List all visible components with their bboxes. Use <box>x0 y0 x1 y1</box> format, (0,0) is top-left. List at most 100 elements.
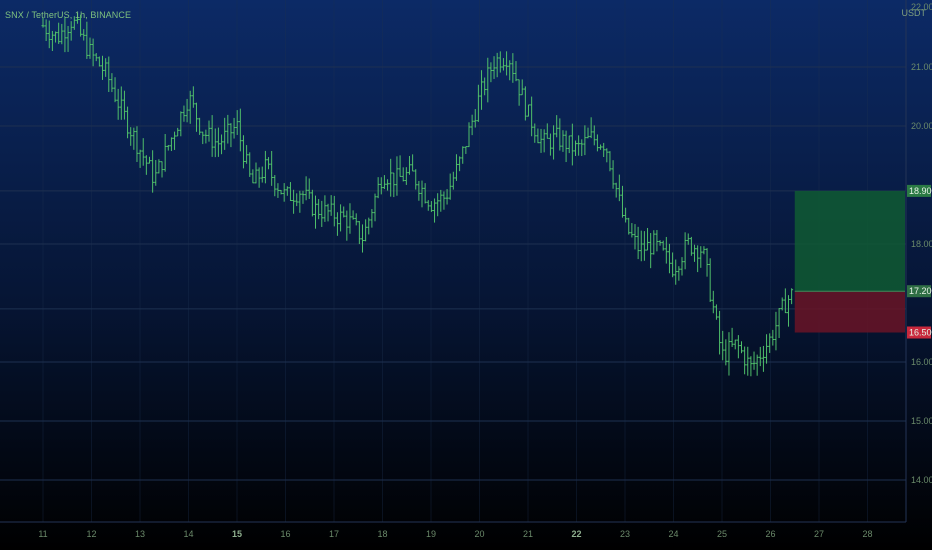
ohlc-bar <box>342 206 346 218</box>
ohlc-bar <box>733 339 737 350</box>
ohlc-bar <box>63 17 67 53</box>
ohlc-bar <box>661 240 665 251</box>
ohlc-bar <box>583 125 587 156</box>
ohlc-bar <box>154 160 158 186</box>
ohlc-bar <box>370 209 374 228</box>
ohlc-bar <box>429 201 433 213</box>
ohlc-bar <box>617 174 621 202</box>
time-axis-label: 27 <box>814 529 824 539</box>
ohlc-bar <box>119 86 123 120</box>
ohlc-bar <box>527 104 531 117</box>
ohlc-bar <box>570 123 574 166</box>
ohlc-bar <box>169 137 173 152</box>
ohlc-bar <box>101 55 105 80</box>
ohlc-bar <box>179 111 183 137</box>
ohlc-bar <box>213 128 217 158</box>
ohlc-bar <box>564 130 568 163</box>
ohlc-bar <box>226 114 230 144</box>
ohlc-bar <box>94 53 98 62</box>
time-axis[interactable]: 11 12 13 14 15 16 17 18 19 20 21 22 23 24 25 26 27 28 <box>38 529 872 539</box>
ohlc-bar <box>151 150 155 193</box>
ohlc-bar <box>498 51 502 73</box>
ohlc-bar <box>110 73 114 93</box>
ohlc-bar <box>326 203 330 222</box>
target-price-tag: 18.900 <box>907 184 932 197</box>
time-axis-label: 15 <box>232 529 242 539</box>
ohlc-bar <box>730 327 734 347</box>
ohlc-bar <box>401 167 405 182</box>
ohlc-bar <box>323 195 327 222</box>
ohlc-bar <box>364 219 368 242</box>
ohlc-bars <box>41 12 794 377</box>
ohlc-bar <box>702 246 706 255</box>
ohlc-bar <box>263 150 267 184</box>
ohlc-bar <box>194 102 198 132</box>
ohlc-bar <box>235 110 239 135</box>
ohlc-bar <box>608 151 612 172</box>
ohlc-bar <box>495 52 499 78</box>
stop-loss-zone[interactable] <box>794 291 905 333</box>
ohlc-bar <box>436 193 440 217</box>
ohlc-bar <box>229 123 233 148</box>
ohlc-bar <box>238 108 242 152</box>
ohlc-bar <box>138 149 142 168</box>
ohlc-bar <box>185 98 189 123</box>
ohlc-bar <box>505 51 509 76</box>
ohlc-bar <box>79 14 83 37</box>
ohlc-bar <box>276 183 280 198</box>
symbol-title[interactable]: SNX / TetherUS, 1h, BINANCE <box>5 10 132 20</box>
ohlc-bar <box>658 240 662 246</box>
ohlc-bar <box>620 185 624 218</box>
price-axis-label: 20.000 <box>911 121 932 131</box>
ohlc-bar <box>188 90 192 124</box>
ohlc-bar <box>423 183 427 204</box>
ohlc-bar <box>97 56 101 67</box>
ohlc-bar <box>395 156 399 196</box>
ohlc-bar <box>113 77 117 103</box>
ohlc-bar <box>176 127 180 137</box>
ohlc-bar <box>160 161 164 178</box>
ohlc-bar <box>41 17 45 28</box>
price-axis-label: 22.000 <box>911 2 932 12</box>
ohlc-bar <box>351 210 355 220</box>
ohlc-bar <box>602 142 606 157</box>
ohlc-bar <box>207 120 211 142</box>
price-axis[interactable]: 14.000 15.000 16.000 18.000 20.000 21.000 22.0… <box>911 2 932 485</box>
ohlc-bar <box>398 155 402 177</box>
ohlc-bar <box>639 230 643 262</box>
ohlc-bar <box>310 189 314 217</box>
ohlc-bar <box>780 297 784 311</box>
stop-price-tag: 16.500 <box>907 326 932 339</box>
ohlc-bar <box>47 20 51 49</box>
ohlc-bar <box>548 133 552 156</box>
ohlc-bar <box>523 86 527 121</box>
ohlc-bar <box>727 332 731 376</box>
ohlc-bar <box>135 126 139 162</box>
ohlc-bar <box>132 127 136 150</box>
ohlc-bar <box>257 167 261 188</box>
ohlc-bar <box>407 156 411 175</box>
ohlc-bar <box>426 200 430 211</box>
ohlc-bar <box>379 177 383 195</box>
ohlc-bar <box>295 193 299 207</box>
ohlc-bar <box>116 88 120 120</box>
price-axis-label: 14.000 <box>911 475 932 485</box>
entry-price-tag-label: 17.200 <box>909 286 932 296</box>
time-axis-label: 23 <box>620 529 630 539</box>
ohlc-bar <box>317 199 321 220</box>
ohlc-bar <box>592 125 596 146</box>
ohlc-bar <box>320 200 324 227</box>
ohlc-bar <box>530 96 534 137</box>
ohlc-bar <box>470 114 474 136</box>
ohlc-bar <box>790 288 794 305</box>
target-price-tag-label: 18.900 <box>909 186 932 196</box>
ohlc-bar <box>301 190 305 204</box>
position-tool[interactable] <box>794 190 905 333</box>
ohlc-bar <box>577 135 581 156</box>
time-axis-label: 17 <box>329 529 339 539</box>
ohlc-bar <box>307 178 311 199</box>
profit-zone[interactable] <box>794 190 905 292</box>
ohlc-bar <box>245 145 249 164</box>
